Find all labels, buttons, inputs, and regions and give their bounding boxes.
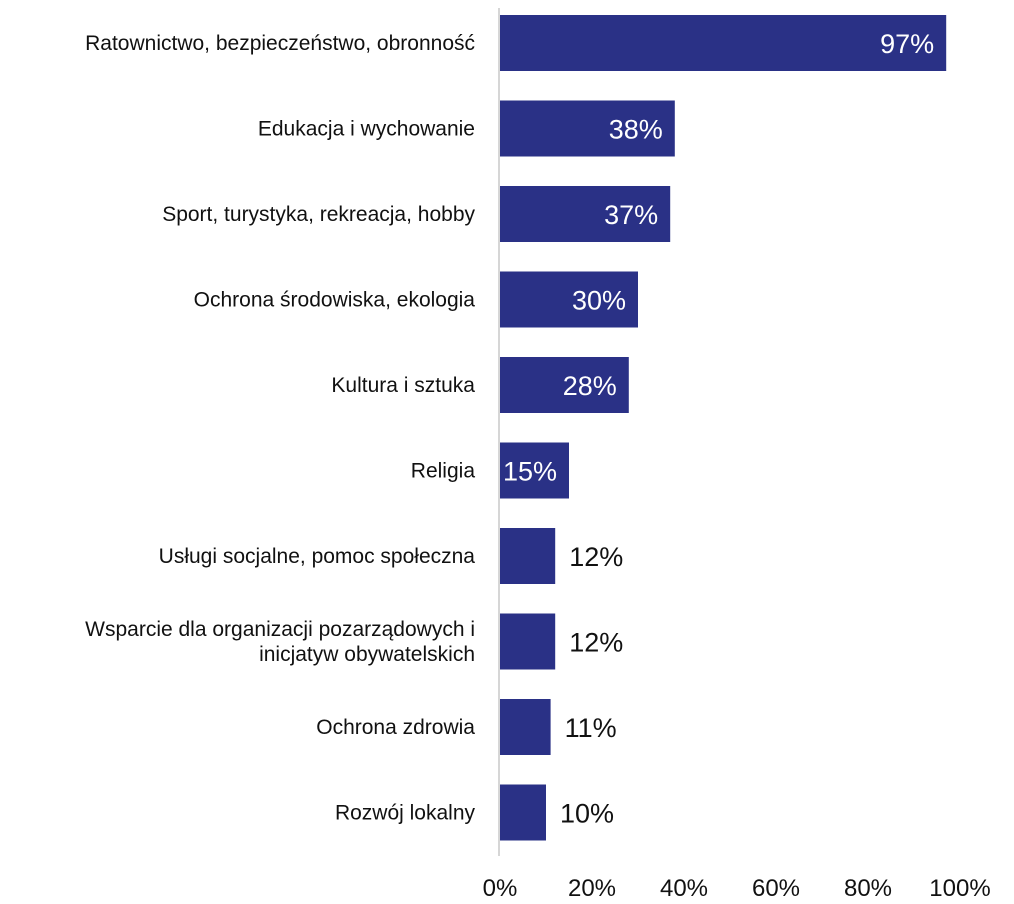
value-label: 12% <box>569 628 623 658</box>
x-tick-label: 0% <box>483 875 518 902</box>
category-label: Rozwój lokalny <box>335 802 476 825</box>
bars-group <box>500 15 947 841</box>
value-labels: 97% 38% 37% 30% 28% 15% 12% 12% 11% 10% <box>503 29 934 829</box>
x-tick-label: 100% <box>929 875 990 902</box>
value-label: 38% <box>609 115 663 145</box>
bar <box>500 15 947 71</box>
category-labels: Ratownictwo, bezpieczeństwo, obronność Ed… <box>85 32 475 825</box>
category-label: Kultura i sztuka <box>331 374 475 397</box>
category-label: Ratownictwo, bezpieczeństwo, obronność <box>85 32 475 55</box>
x-tick-label: 40% <box>660 875 708 902</box>
category-label: Ochrona zdrowia <box>316 716 475 739</box>
x-tick-label: 20% <box>568 875 616 902</box>
value-label: 37% <box>604 200 658 230</box>
bar <box>500 784 546 841</box>
bar <box>500 271 638 328</box>
x-tick-label: 60% <box>752 875 800 902</box>
bar <box>500 100 675 157</box>
value-label: 12% <box>569 542 623 572</box>
value-label: 30% <box>572 286 626 316</box>
value-label: 97% <box>880 29 934 59</box>
value-label: 28% <box>563 371 617 401</box>
x-axis-tick-labels: 0% 20% 40% 60% 80% 100% <box>483 875 991 902</box>
bar <box>500 699 551 755</box>
x-tick-label: 80% <box>844 875 892 902</box>
category-label: Usługi socjalne, pomoc społeczna <box>159 545 476 568</box>
category-label: Ochrona środowiska, ekologia <box>194 289 476 312</box>
value-label: 11% <box>565 713 617 743</box>
bar <box>500 357 629 413</box>
bar <box>500 613 556 670</box>
category-label: Wsparcie dla organizacji pozarządowych i… <box>85 618 475 666</box>
bar <box>500 186 671 242</box>
category-label: Religia <box>411 460 476 483</box>
value-label: 15% <box>503 457 557 487</box>
bar <box>500 442 569 499</box>
bar <box>500 528 556 584</box>
category-label: Sport, turystyka, rekreacja, hobby <box>162 203 475 226</box>
category-label: Edukacja i wychowanie <box>258 118 475 141</box>
value-label: 10% <box>560 799 614 829</box>
